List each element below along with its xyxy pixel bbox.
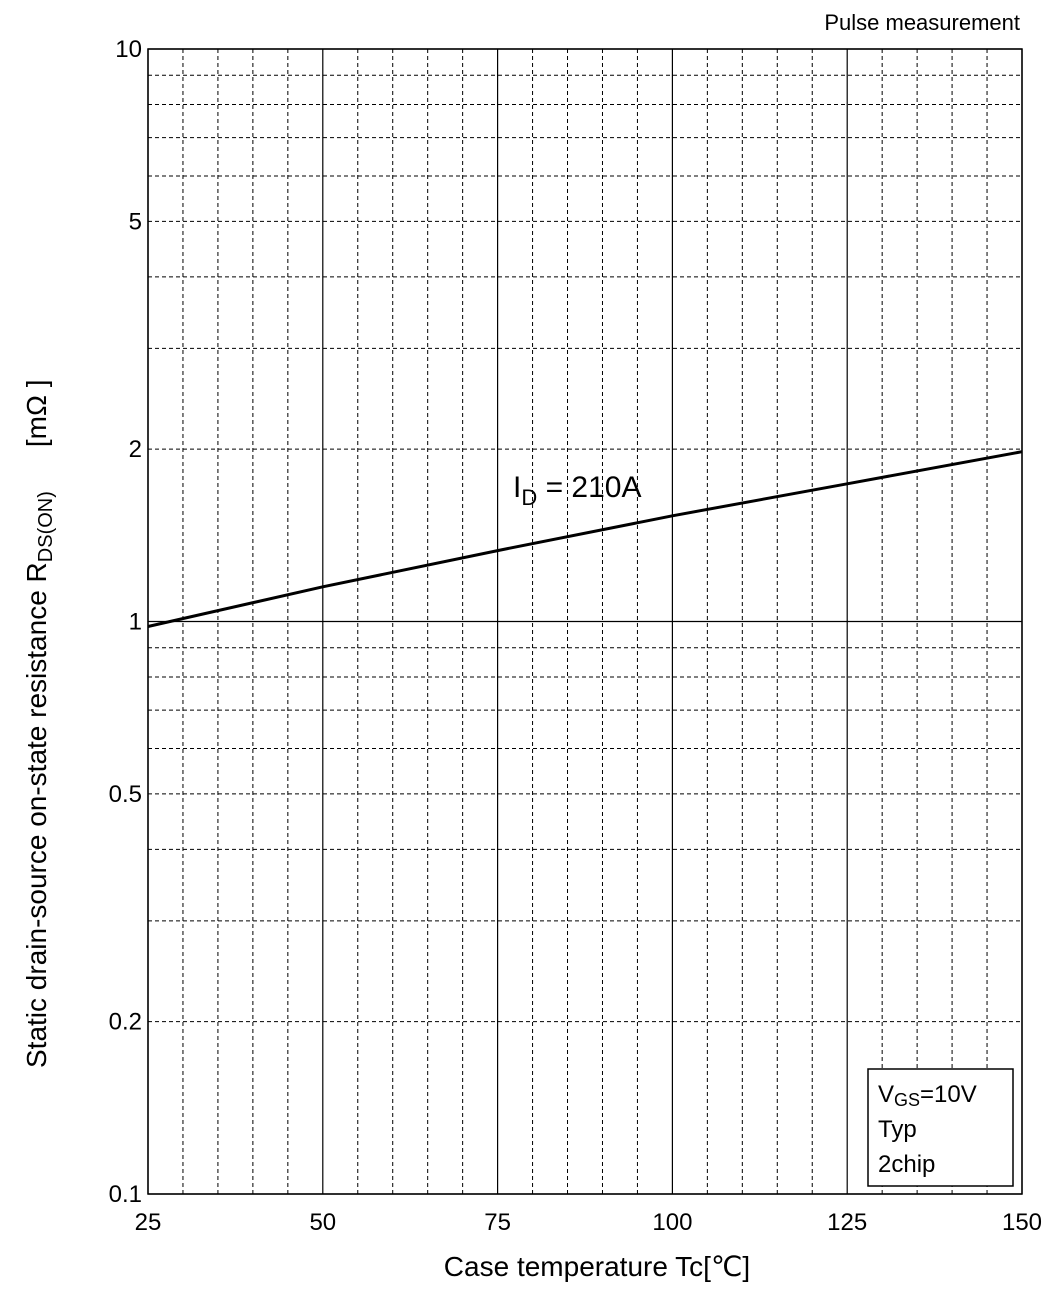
grid [148, 49, 1022, 1194]
x-tick-label: 50 [309, 1209, 336, 1236]
conditions-line-1-rest: =10V [920, 1081, 977, 1108]
series-layer [147, 450, 1023, 628]
y-axis-label-unit: [mΩ ] [21, 380, 52, 448]
y-tick-label: 2 [129, 436, 142, 463]
y-tick-label: 10 [115, 36, 142, 63]
y-tick-label: 0.5 [109, 781, 142, 808]
y-tick-label: 0.1 [109, 1181, 142, 1208]
series-label-sub: D [521, 485, 537, 510]
conditions-line-3: 2chip [878, 1151, 935, 1178]
plot-frame [147, 48, 1023, 1195]
conditions-line-1-main: V [878, 1081, 894, 1108]
conditions-box-frame [867, 1068, 1014, 1187]
conditions-line-1-sub: GS [894, 1090, 920, 1110]
y-axis-label-main: Static drain-source on-state resistance … [21, 562, 52, 1068]
subtitle: Pulse measurement [824, 10, 1020, 35]
y-tick-labels: 0.1 0.2 0.5 1 2 5 10 [109, 36, 142, 1208]
y-tick-label: 1 [129, 609, 142, 636]
series-label-main: I [513, 471, 521, 504]
y-tick-label: 0.2 [109, 1009, 142, 1036]
conditions-line-2: Typ [878, 1116, 917, 1143]
y-axis-label-sub: DS(ON) [35, 491, 57, 562]
conditions-box: VGS=10V Typ 2chip [867, 1068, 1014, 1187]
y-axis-label: Static drain-source on-state resistance … [21, 380, 57, 1068]
major-grid [147, 48, 1023, 1195]
series-label-rest: = 210A [537, 471, 641, 504]
x-tick-label: 125 [827, 1209, 867, 1236]
series-label: ID = 210A [513, 471, 642, 510]
x-tick-label: 25 [135, 1209, 162, 1236]
x-tick-labels: 25 50 75 100 125 150 [135, 1209, 1042, 1236]
series-line [147, 450, 1023, 628]
x-tick-label: 100 [652, 1209, 692, 1236]
x-tick-label: 75 [484, 1209, 511, 1236]
x-tick-label: 150 [1002, 1209, 1042, 1236]
conditions-line-1: VGS=10V [878, 1081, 977, 1110]
x-axis-label: Case temperature Tc[℃] [444, 1251, 750, 1282]
y-tick-label: 5 [129, 208, 142, 235]
